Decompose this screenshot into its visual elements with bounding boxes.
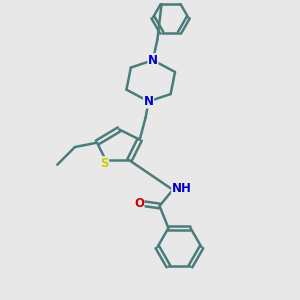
Text: NH: NH	[172, 182, 192, 195]
Text: N: N	[148, 54, 158, 67]
Text: S: S	[100, 157, 109, 170]
Text: N: N	[143, 95, 154, 108]
Text: O: O	[134, 196, 144, 209]
